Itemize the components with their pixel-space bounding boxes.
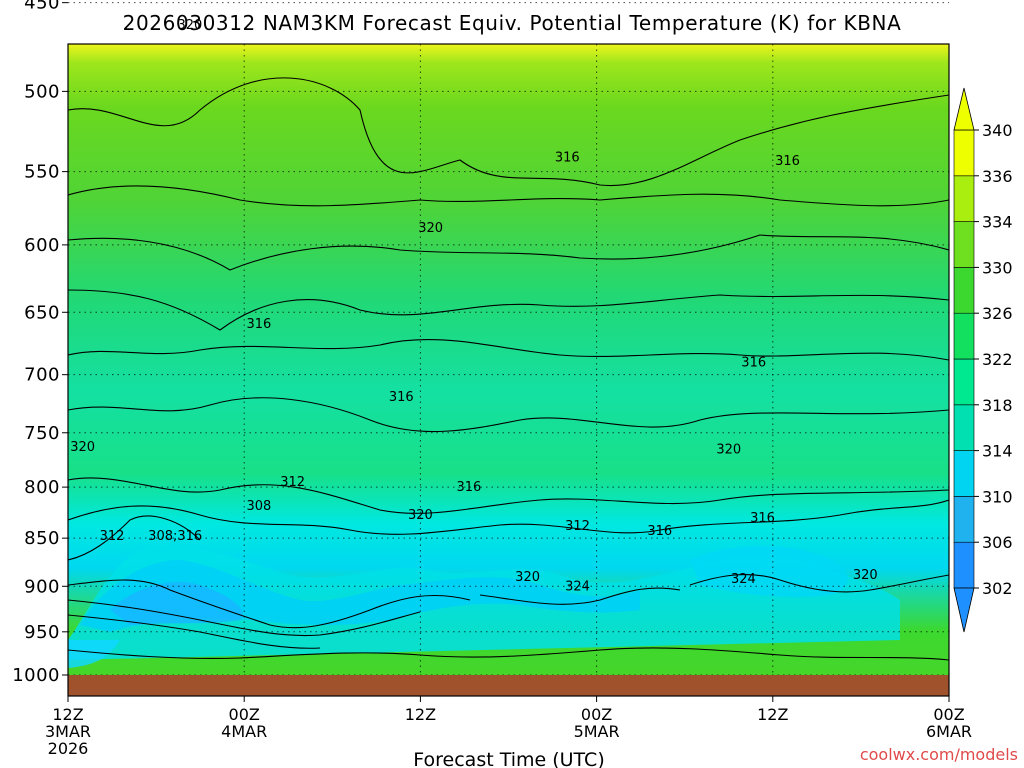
x-tick-label: 2026: [48, 739, 89, 758]
credit-text: coolwx.com/models: [860, 745, 1018, 764]
contour-line: [68, 185, 949, 207]
plot-area: 3323363283283243243243203203203163163163…: [67, 2, 950, 697]
x-axis-label: Forecast Time (UTC): [413, 749, 604, 768]
x-tick-label: 12Z: [52, 705, 83, 724]
y-tick-label: 950: [24, 622, 60, 643]
colorbar-label: 326: [982, 304, 1013, 323]
x-tick-label: 00Z: [229, 705, 260, 724]
contour-label: 316: [456, 480, 481, 495]
colorbar-segment: [953, 541, 975, 589]
contour-line: [68, 77, 949, 187]
contour-label: 308: [246, 499, 271, 514]
contour-line: [68, 599, 421, 637]
colorbar-label: 334: [982, 213, 1013, 232]
contour-label: 320: [177, 18, 202, 33]
y-tick-label: 1000: [12, 665, 60, 686]
colorbar-label: 310: [982, 487, 1013, 506]
x-tick-label: 12Z: [405, 705, 436, 724]
colorbar-label: 306: [982, 533, 1013, 552]
contour-label: 316: [775, 154, 800, 169]
contour-label: 320: [70, 440, 95, 455]
colorbar-label: 302: [982, 579, 1013, 598]
contour-label: 320: [716, 442, 741, 457]
colorbar-label: 336: [982, 167, 1013, 186]
chart-title: 2026030312 NAM3KM Forecast Equiv. Potent…: [123, 11, 902, 35]
colorbar-segment: [953, 221, 975, 268]
colorbar-bottom-arrow: [953, 587, 975, 633]
contour-label: 312: [565, 519, 590, 534]
y-tick-label: 550: [24, 162, 60, 183]
contour-line: [68, 499, 949, 535]
contour-label: 316: [647, 524, 672, 539]
contour-label: 316: [389, 390, 414, 405]
x-tick-label: 4MAR: [221, 722, 267, 741]
colorbar-label: 314: [982, 442, 1013, 461]
colorbar-segment: [953, 312, 975, 360]
colorbar-segment: [953, 496, 975, 543]
contour-label: 308;316: [148, 529, 202, 544]
cold-pool-region: [690, 545, 849, 597]
contour-label: 312: [280, 475, 305, 490]
y-tick-label: 600: [24, 235, 60, 256]
x-tick-label: 00Z: [581, 705, 612, 724]
colorbar-top-arrow: [953, 87, 975, 131]
contour-line: [68, 289, 949, 331]
y-tick-label: 750: [24, 423, 60, 444]
x-tick-label: 6MAR: [926, 722, 972, 741]
y-tick-label: 800: [24, 477, 60, 498]
contour-label: 320: [853, 568, 878, 583]
contour-label: 312: [100, 529, 125, 544]
colorbar-segment: [953, 175, 975, 222]
contour-line: [689, 574, 949, 593]
contour-lines: [68, 77, 949, 661]
contour-label: 320: [515, 570, 540, 585]
contour-line: [68, 579, 471, 629]
contour-label: 324: [565, 579, 590, 594]
x-tick-label: 3MAR: [45, 722, 91, 741]
plot-frame: [67, 43, 950, 697]
colorbar-label: 330: [982, 258, 1013, 277]
y-tick-label: 700: [24, 365, 60, 386]
cold-pool-region: [68, 640, 120, 668]
x-tick-label: 5MAR: [574, 722, 620, 741]
y-tick-label: 450: [24, 0, 60, 14]
x-tick-label: 12Z: [757, 705, 788, 724]
colorbar-segment: [953, 404, 975, 451]
y-axis: 2503003504004505005506006507007508008509…: [12, 0, 68, 686]
theta-e-cold-pool: [68, 544, 900, 668]
contour-labels: 3323363283283243243243203203203163163163…: [70, 18, 878, 594]
contour-label: 316: [555, 151, 580, 166]
contour-label: 324: [731, 572, 756, 587]
contour-line: [68, 647, 949, 661]
colorbar-label: 318: [982, 396, 1013, 415]
colorbar-segment: [953, 129, 975, 177]
ground-band: [68, 675, 949, 696]
contour-label: 316: [741, 356, 766, 371]
contour-label: 316: [246, 317, 271, 332]
colorbar-segment: [953, 267, 975, 314]
contour-label: 316: [750, 511, 775, 526]
y-tick-label: 850: [24, 528, 60, 549]
x-tick-label: 00Z: [933, 705, 964, 724]
colorbar: 302 306 310 314 318 322 326 330 334 336 340: [953, 87, 1013, 633]
contour-line: [68, 234, 949, 271]
contour-line: [479, 587, 681, 605]
contour-line: [68, 397, 949, 433]
contour-line: [68, 477, 949, 514]
y-tick-label: 900: [24, 576, 60, 597]
colorbar-segment: [953, 358, 975, 406]
contour-line: [68, 515, 201, 561]
colorbar-segment: [953, 450, 975, 497]
contour-label: 320: [418, 221, 443, 236]
cold-pool-region: [110, 581, 243, 625]
y-tick-label: 500: [24, 81, 60, 102]
y-tick-label: 650: [24, 302, 60, 323]
colorbar-label: 340: [982, 121, 1013, 140]
colorbar-label: 322: [982, 350, 1013, 369]
contour-label: 320: [408, 508, 433, 523]
contour-line: [68, 338, 949, 361]
